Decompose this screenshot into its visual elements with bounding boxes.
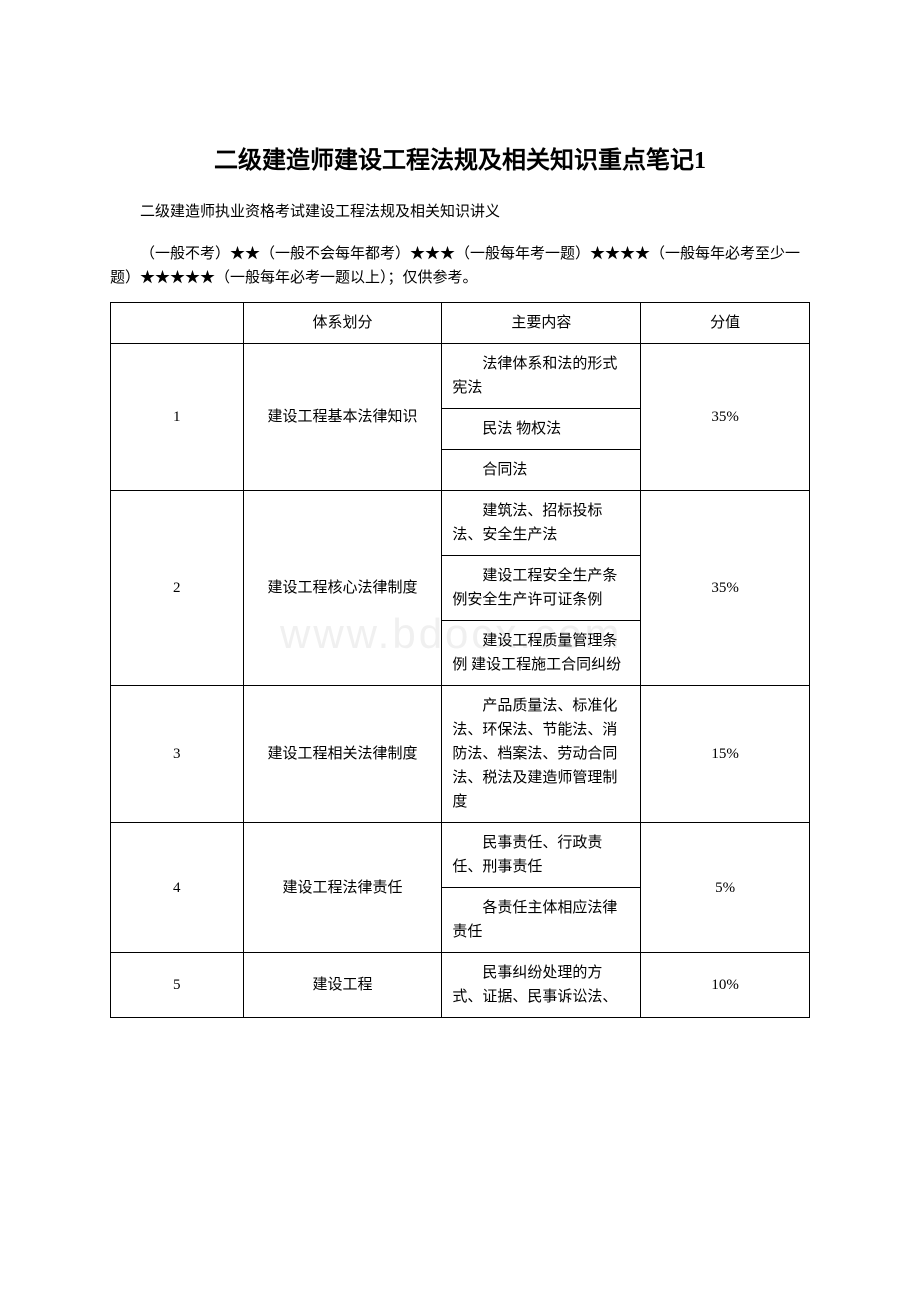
row-content: 法律体系和法的形式 宪法	[442, 344, 641, 409]
row-num: 1	[111, 344, 244, 491]
row-content: 产品质量法、标准化法、环保法、节能法、消防法、档案法、劳动合同法、税法及建造师管…	[442, 686, 641, 823]
header-col4: 分值	[641, 303, 810, 344]
row-content: 建筑法、招标投标法、安全生产法	[442, 491, 641, 556]
header-col1	[111, 303, 244, 344]
row-num: 3	[111, 686, 244, 823]
row-num: 5	[111, 953, 244, 1018]
rating-note: （一般不考）★★（一般不会每年都考）★★★（一般每年考一题）★★★★（一般每年必…	[110, 242, 810, 290]
table-row: 2 建设工程核心法律制度 建筑法、招标投标法、安全生产法 35%	[111, 491, 810, 556]
row-score: 15%	[641, 686, 810, 823]
row-score: 35%	[641, 491, 810, 686]
row-content: 民事责任、行政责任、刑事责任	[442, 823, 641, 888]
table-row: 5 建设工程 民事纠纷处理的方式、证据、民事诉讼法、 10%	[111, 953, 810, 1018]
row-content: 建设工程质量管理条例 建设工程施工合同纠纷	[442, 621, 641, 686]
document-title: 二级建造师建设工程法规及相关知识重点笔记1	[110, 140, 810, 175]
row-category: 建设工程法律责任	[243, 823, 442, 953]
row-content: 民事纠纷处理的方式、证据、民事诉讼法、	[442, 953, 641, 1018]
row-score: 10%	[641, 953, 810, 1018]
table-row: 4 建设工程法律责任 民事责任、行政责任、刑事责任 5%	[111, 823, 810, 888]
header-col3: 主要内容	[442, 303, 641, 344]
row-content: 各责任主体相应法律责任	[442, 888, 641, 953]
row-category: 建设工程相关法律制度	[243, 686, 442, 823]
table-row: 1 建设工程基本法律知识 法律体系和法的形式 宪法 35%	[111, 344, 810, 409]
row-category: 建设工程	[243, 953, 442, 1018]
table-header-row: 体系划分 主要内容 分值	[111, 303, 810, 344]
row-num: 2	[111, 491, 244, 686]
row-category: 建设工程基本法律知识	[243, 344, 442, 491]
row-content: 合同法	[442, 450, 641, 491]
table-row: 3 建设工程相关法律制度 产品质量法、标准化法、环保法、节能法、消防法、档案法、…	[111, 686, 810, 823]
row-category: 建设工程核心法律制度	[243, 491, 442, 686]
content-table: 体系划分 主要内容 分值 1 建设工程基本法律知识 法律体系和法的形式 宪法 3…	[110, 302, 810, 1018]
row-content: 民法 物权法	[442, 409, 641, 450]
row-content: 建设工程安全生产条例安全生产许可证条例	[442, 556, 641, 621]
document-subtitle: 二级建造师执业资格考试建设工程法规及相关知识讲义	[110, 200, 810, 224]
row-score: 5%	[641, 823, 810, 953]
row-score: 35%	[641, 344, 810, 491]
header-col2: 体系划分	[243, 303, 442, 344]
row-num: 4	[111, 823, 244, 953]
